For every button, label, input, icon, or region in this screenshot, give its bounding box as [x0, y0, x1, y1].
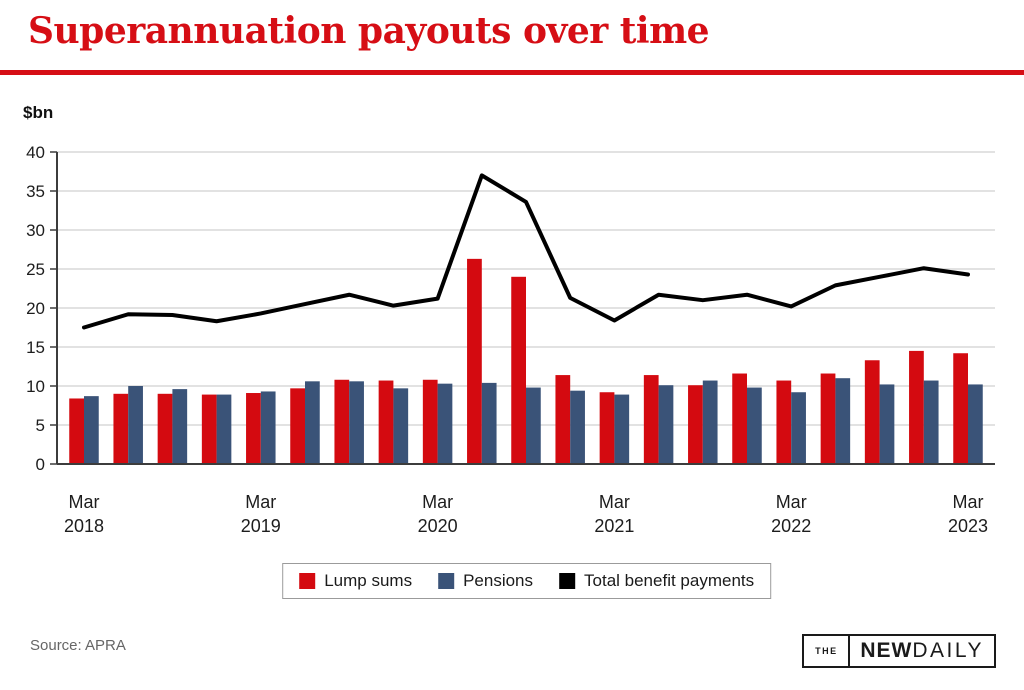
chart-canvas: 0 5 10 15 20 25 30 35 40 Mar 2018 Mar 2019 Mar 2020 Mar… — [26, 143, 995, 536]
bar-pensions — [349, 381, 364, 464]
logo-daily-text: DAILY — [912, 639, 984, 662]
legend-item-pensions: Pensions — [438, 571, 533, 591]
bar-pensions — [393, 388, 409, 464]
y-tick-label: 10 — [26, 377, 45, 396]
bar-lump-sums — [511, 276, 526, 464]
y-tick-label: 5 — [36, 416, 45, 435]
bar-pensions — [968, 384, 983, 464]
bar-pensions — [791, 392, 806, 464]
x-tick-label-month: Mar — [953, 492, 984, 512]
bar-lump-sums — [290, 388, 305, 464]
bar-pensions — [614, 394, 630, 464]
x-tick-label-year: 2021 — [594, 516, 634, 536]
newdaily-logo: THE NEW DAILY — [802, 634, 996, 668]
bar-pensions — [526, 387, 541, 464]
y-tick-label: 35 — [26, 182, 45, 201]
bar-pensions — [128, 386, 143, 464]
source-attribution: Source: APRA — [30, 637, 126, 654]
legend-item-lump-sums: Lump sums — [299, 571, 412, 591]
bar-lump-sums — [246, 393, 261, 464]
x-tick-label-month: Mar — [69, 492, 100, 512]
pensions-swatch-icon — [438, 573, 455, 589]
legend-label: Lump sums — [324, 571, 413, 590]
bar-lump-sums — [555, 375, 571, 464]
bar-pensions — [923, 380, 939, 464]
bar-pensions — [437, 383, 453, 464]
logo-the-text: THE — [804, 636, 851, 666]
logo-main-text: NEW DAILY — [850, 636, 994, 666]
logo-new-text: NEW — [860, 639, 913, 662]
bar-lump-sums — [864, 360, 880, 464]
bar-lump-sums — [334, 379, 350, 464]
bar-pensions — [658, 385, 674, 464]
bar-lump-sums — [157, 393, 173, 464]
bar-lump-sums — [909, 350, 924, 464]
x-tick-label-month: Mar — [245, 492, 276, 512]
x-tick-label-year: 2019 — [241, 516, 281, 536]
bar-lump-sums — [820, 373, 836, 464]
y-tick-label: 20 — [26, 299, 45, 318]
x-tick-label-month: Mar — [599, 492, 630, 512]
y-tick-label: 30 — [26, 221, 45, 240]
legend-label: Pensions — [463, 571, 534, 590]
x-tick-label-year: 2022 — [771, 516, 811, 536]
bar-lump-sums — [201, 394, 217, 464]
bar-lump-sums — [599, 392, 615, 464]
bar-lump-sums — [69, 398, 84, 464]
bar-pensions — [879, 384, 895, 464]
title-rule — [0, 70, 1024, 75]
chart-legend: Lump sums Pensions Total benefit payment… — [282, 563, 772, 599]
bar-lump-sums — [422, 379, 438, 464]
bar-lump-sums — [113, 393, 129, 464]
bar-pensions — [216, 394, 232, 464]
total-benefit-swatch-icon — [559, 573, 576, 589]
bar-lump-sums — [953, 353, 968, 464]
bar-pensions — [702, 380, 718, 464]
bar-pensions — [260, 391, 276, 464]
y-tick-label: 15 — [26, 338, 45, 357]
bar-pensions — [481, 382, 497, 464]
bar-pensions — [305, 381, 320, 464]
bar-lump-sums — [732, 373, 747, 464]
legend-label: Total benefit payments — [584, 571, 755, 590]
bar-pensions — [172, 389, 188, 464]
x-tick-label-month: Mar — [422, 492, 453, 512]
line-total-benefit-payments — [82, 173, 970, 330]
y-axis-unit-label: $bn — [23, 103, 54, 122]
y-tick-label: 25 — [26, 260, 45, 279]
y-tick-label: 40 — [26, 143, 45, 162]
bar-lump-sums — [378, 380, 394, 464]
lump-sums-swatch-icon — [299, 573, 316, 589]
y-tick-label: 0 — [36, 455, 45, 474]
bar-pensions — [570, 390, 585, 464]
bar-pensions — [84, 396, 99, 464]
bar-lump-sums — [467, 258, 482, 464]
x-tick-label-year: 2020 — [418, 516, 458, 536]
bar-pensions — [835, 378, 851, 464]
bar-lump-sums — [776, 380, 792, 464]
x-tick-label-month: Mar — [776, 492, 807, 512]
legend-item-total-benefit-payments: Total benefit payments — [559, 571, 754, 591]
x-tick-label-year: 2023 — [948, 516, 988, 536]
page-title: Superannuation payouts over time — [28, 10, 710, 52]
x-tick-label-year: 2018 — [64, 516, 104, 536]
bar-lump-sums — [688, 385, 703, 464]
bar-lump-sums — [643, 375, 659, 464]
bar-pensions — [747, 387, 762, 464]
